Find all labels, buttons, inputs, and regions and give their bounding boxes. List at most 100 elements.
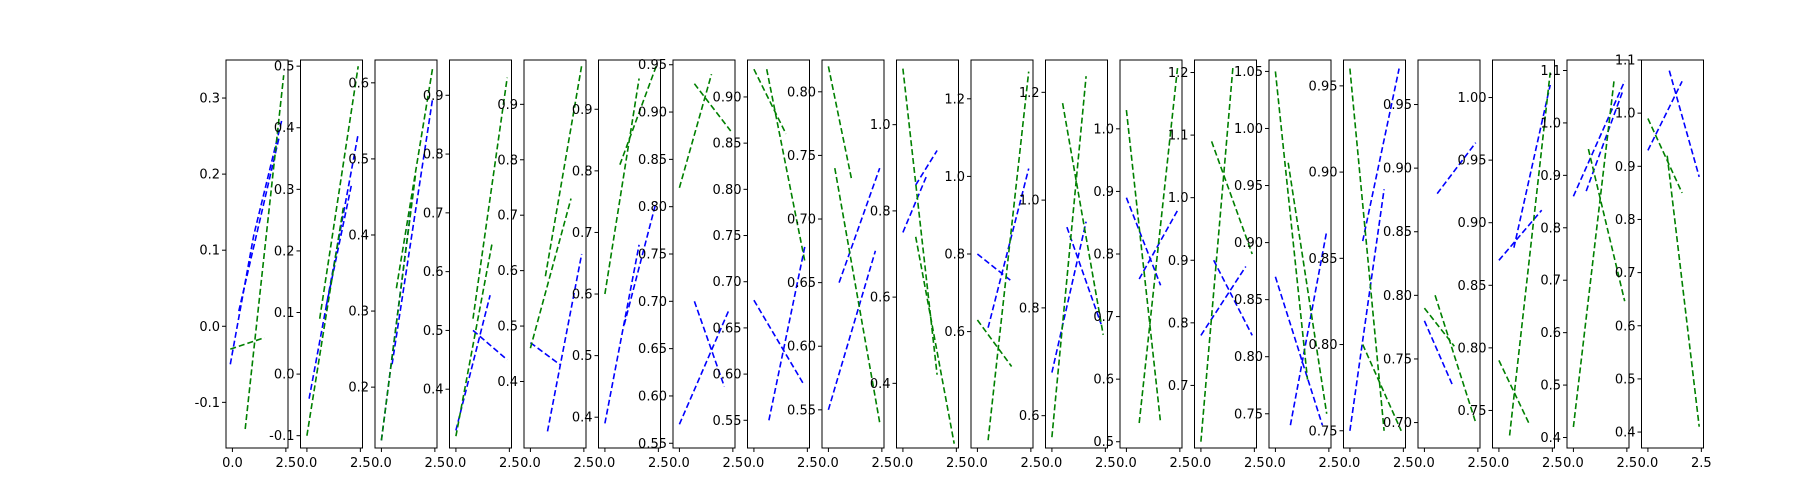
y-tick-label: 0.90 (713, 90, 742, 105)
y-tick-label: -0.1 (269, 429, 294, 444)
y-tick-label: 0.3 (274, 183, 295, 198)
y-tick-label: 0.7 (1615, 266, 1636, 281)
subplot-11: 0.60.81.01.20.0 2.5 (944, 59, 1042, 471)
subplot-10: 0.40.60.81.00.0 2.5 (870, 59, 967, 471)
series-line-1-2 (1513, 84, 1551, 248)
x-tick-label: 2.5 (1095, 456, 1116, 471)
subplot-18: 0.750.800.850.900.951.000.0 2.5 (1458, 59, 1563, 471)
axes-frame (1566, 59, 1630, 449)
series-line-2-2 (693, 83, 732, 132)
y-tick-label: 0.75 (1383, 352, 1412, 367)
y-tick-label: 0.75 (1309, 424, 1338, 439)
y-tick-label: 0.8 (1540, 221, 1561, 236)
series-line-1-2 (768, 244, 806, 421)
y-tick-label: 0.65 (713, 321, 742, 336)
series-line-2-2 (1508, 72, 1551, 436)
y-tick-label: 0.7 (1168, 379, 1189, 394)
y-tick-label: 0.9 (1615, 160, 1636, 175)
y-tick-label: 1.0 (1615, 107, 1636, 122)
series-line-1-1 (902, 176, 928, 233)
y-tick-label: 1.0 (1540, 116, 1561, 131)
series-line-1-1 (1423, 320, 1453, 385)
subplot-3: 0.20.30.40.50.60.0 2.5 (348, 59, 445, 471)
y-tick-label: 1.1 (1168, 129, 1189, 144)
axes-frame (1492, 59, 1555, 449)
y-tick-label: 0.5 (1615, 372, 1636, 387)
x-tick-label: 0.0 (595, 456, 616, 471)
series-line-1-1 (1051, 221, 1087, 373)
y-tick-label: 0.5 (1540, 379, 1561, 394)
y-tick-label: 0.8 (944, 248, 965, 263)
y-tick-label: 0.7 (497, 209, 518, 224)
y-tick-label: 0.90 (1458, 216, 1487, 231)
y-tick-label: 0.9 (1168, 254, 1189, 269)
x-tick-label: 0.0 (520, 456, 541, 471)
axes-frame (374, 59, 438, 449)
series-line-2-1 (1274, 71, 1309, 380)
y-tick-label: 0.85 (713, 137, 742, 152)
x-tick-label: 0.0 (1042, 456, 1063, 471)
series-line-1-2 (987, 168, 1030, 328)
y-tick-label: 0.8 (1093, 248, 1114, 263)
x-tick-label: 0.0 (967, 456, 988, 471)
y-tick-label: 0.8 (1019, 301, 1040, 316)
y-tick-label: 1.05 (1234, 65, 1263, 80)
y-tick-label: 0.95 (1309, 79, 1338, 94)
x-tick-label: 0.0 (222, 456, 243, 471)
y-tick-label: 0.80 (1309, 338, 1338, 353)
y-tick-label: 0.7 (1093, 310, 1114, 325)
x-tick-label: 0.0 (1638, 456, 1659, 471)
series-line-2-1 (976, 319, 1013, 367)
x-tick-label: 0.0 (1116, 456, 1137, 471)
x-tick-label: 2.5 (946, 456, 967, 471)
x-tick-label: 0.0 (1265, 456, 1286, 471)
series-line-1-1 (229, 120, 283, 365)
y-tick-label: 0.60 (713, 368, 742, 383)
series-line-1-2 (472, 329, 508, 361)
y-tick-label: 0.6 (1093, 373, 1114, 388)
subplot-4: 0.40.50.60.70.80.90.0 2.5 (423, 59, 520, 471)
y-tick-label: 0.70 (713, 275, 742, 290)
series-line-2-2 (1061, 102, 1104, 335)
y-tick-label: 0.85 (638, 153, 667, 168)
subplot-16: 0.750.800.850.900.950.0 2.5 (1309, 59, 1414, 471)
x-tick-label: 0.0 (818, 456, 839, 471)
series-line-2-2 (914, 236, 955, 444)
series-line-2-2 (244, 75, 285, 430)
axes-frame (1343, 59, 1406, 449)
y-tick-label: 0.6 (423, 265, 444, 280)
y-tick-label: 0.3 (199, 92, 220, 107)
x-tick-label: 0.0 (893, 456, 914, 471)
y-tick-label: 1.0 (870, 118, 891, 133)
series-line-2-2 (1666, 155, 1700, 427)
y-tick-label: 0.70 (787, 213, 816, 228)
series-line-1-1 (604, 244, 640, 424)
y-tick-label: 0.60 (787, 340, 816, 355)
subplots-grid: -0.10.00.10.20.30.0 2.5-0.10.00.10.20.30.… (195, 54, 1712, 472)
x-tick-label: 2.5 (1319, 456, 1340, 471)
series-line-2-1 (753, 68, 787, 135)
y-tick-label: 1.0 (1093, 122, 1114, 137)
series-line-2-2 (472, 77, 508, 319)
y-tick-label: 0.85 (1458, 279, 1487, 294)
y-tick-label: 1.2 (1019, 86, 1040, 101)
y-tick-label: 0.5 (572, 349, 593, 364)
subplot-1: -0.1 0.0 0.1 0.2 0.3 0.0 2.5 (195, 59, 297, 471)
y-tick-label: 0.4 (1540, 431, 1561, 446)
x-tick-label: 2.5 (1244, 456, 1265, 471)
y-tick-label: 0.2 (348, 381, 369, 396)
x-tick-label: 2.5 (1021, 456, 1042, 471)
y-tick-label: 0.1 (274, 306, 295, 321)
y-tick-label: 0.65 (638, 342, 667, 357)
axes-frame (598, 59, 661, 449)
y-tick-label: 0.85 (1234, 293, 1263, 308)
series-line-1-1 (1572, 80, 1626, 197)
y-tick-label: 0.80 (1458, 341, 1487, 356)
x-tick-label: 2.5 (276, 456, 297, 471)
x-tick-label: 2.5 (723, 456, 744, 471)
series-line-1-2 (546, 253, 583, 432)
y-tick-label: 0.6 (1540, 326, 1561, 341)
y-tick-label: 0.8 (423, 148, 444, 163)
subplot-19: 0.40.50.60.70.80.91.01.10.0 2.5 (1540, 59, 1637, 471)
